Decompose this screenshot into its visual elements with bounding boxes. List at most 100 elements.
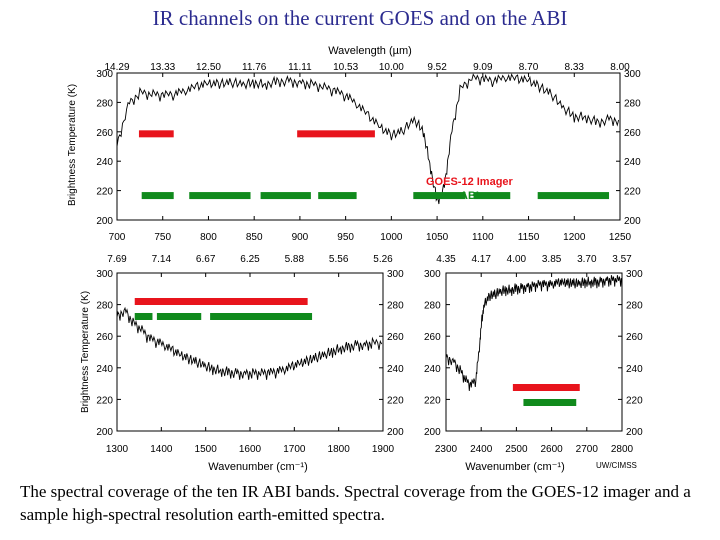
bottom-left-top-tick-label: 5.88 [285,254,305,265]
bottom-right-y-tick-label-right: 260 [626,332,643,343]
bottom-right-top-tick-label: 4.35 [436,254,456,265]
top-y-axis-label: Brightness Temperature (K) [67,84,78,206]
bottom-right-top-tick-label: 3.70 [577,254,597,265]
top-top-tick-label: 10.53 [333,62,358,73]
bottom-right-x-tick-label: 2500 [505,444,528,455]
bottom-right-top-tick-label: 3.57 [612,254,632,265]
top-abi-band-bar [473,192,511,200]
bottom-right-y-tick-label-right: 300 [626,269,643,280]
bottom-left-top-tick-label: 7.14 [152,254,172,265]
top-top-tick-label: 11.11 [288,62,312,73]
bottom-right-y-tick-label-right: 280 [626,301,643,312]
bottom-left-y-tick-label-right: 260 [387,332,404,343]
bottom-left-abi-band-bar [156,313,202,320]
top-spectrum-line [116,73,620,205]
figure-caption: The spectral coverage of the ten IR ABI … [20,482,691,524]
bottom-right-x-tick-label: 2700 [576,444,599,455]
bottom-left-y-tick-label-right: 200 [387,427,404,438]
top-top-tick-label: 9.09 [473,62,493,73]
top-goes12-band-bar [297,130,375,138]
bottom-right-x-tick-label: 2600 [540,444,563,455]
bottom-left-y-tick-label: 260 [96,332,113,343]
bottom-left-top-tick-label: 6.25 [240,254,260,265]
top-wavelength-axis-label: Wavelength (µm) [328,45,412,57]
bottom-left-plot-frame [116,272,384,432]
bottom-right-y-tick-label: 240 [424,364,441,375]
bottom-left-x-tick-label: 1700 [283,444,306,455]
bottom-right-goes12-band-bar [512,384,580,391]
bottom-left-y-axis-label: Brightness Temperature (K) [80,291,91,413]
bottom-right-panel: 2300 2400 2500 2600 2700 2800 4.35 4.17 4.00 3.85… [424,254,643,455]
bottom-left-x-tick-label: 1600 [239,444,262,455]
top-abi-band-bar [537,192,610,200]
bottom-left-x-tick-label: 1300 [106,444,129,455]
bottom-left-y-tick-label-right: 240 [387,364,404,375]
bottom-right-spectrum-line [445,275,622,391]
bottom-left-y-tick-label: 240 [96,364,113,375]
bottom-left-top-tick-label: 7.69 [107,254,127,265]
top-top-tick-label: 12.50 [196,62,221,73]
bottom-right-y-tick-label-right: 240 [626,364,643,375]
spectra-figure: 700 750 800 850 900 950 1000 1050 1100 1150 1200 12… [67,45,643,473]
bottom-right-top-tick-label: 4.00 [507,254,527,265]
bottom-right-top-tick-label: 4.17 [471,254,491,265]
legend-entry-goes12: GOES-12 Imager [426,176,514,188]
bottom-right-x-tick-label: 2300 [435,444,458,455]
top-x-tick-label: 900 [292,232,309,243]
bottom-right-top-tick-label: 3.85 [542,254,562,265]
bottom-left-y-tick-label-right: 300 [387,269,404,280]
top-top-tick-label: 13.33 [150,62,175,73]
top-x-tick-label: 1000 [380,232,403,243]
top-abi-band-bar [189,192,251,200]
top-top-tick-label: 8.70 [519,62,539,73]
top-y-tick-label-right: 300 [624,69,641,80]
top-x-tick-label: 1150 [518,232,540,243]
top-x-tick-label: 1050 [426,232,449,243]
top-top-tick-label: 9.52 [427,62,447,73]
top-goes12-band-bar [138,130,174,138]
top-y-tick-label: 260 [96,128,113,139]
bottom-right-y-tick-label: 300 [424,269,441,280]
bottom-right-x-tick-label: 2400 [470,444,493,455]
bottom-left-y-tick-label: 280 [96,301,113,312]
top-y-tick-label: 280 [96,98,113,109]
top-top-tick-label: 8.33 [565,62,585,73]
top-x-tick-label: 700 [109,232,126,243]
top-x-tick-label: 750 [154,232,171,243]
bottom-left-y-tick-label: 200 [96,427,113,438]
top-y-tick-label: 200 [96,216,113,227]
bottom-left-panel: 1300 1400 1500 1600 1700 1800 1900 7.69 7.14 6.67… [80,254,404,455]
bottom-left-top-tick-label: 5.56 [329,254,349,265]
top-y-tick-label-right: 220 [624,187,641,198]
bottom-left-y-tick-label-right: 280 [387,301,404,312]
top-y-tick-label: 240 [96,157,113,168]
legend-entry-abi: ABI [460,190,479,202]
bottom-left-x-tick-label: 1500 [195,444,218,455]
top-y-tick-label: 300 [96,69,113,80]
top-y-tick-label-right: 260 [624,128,641,139]
top-top-tick-label: 14.29 [104,62,129,73]
bottom-right-y-tick-label: 200 [424,427,441,438]
bottom-right-y-tick-label: 280 [424,301,441,312]
slide-title: IR channels on the current GOES and on t… [152,6,568,30]
top-top-tick-label: 8.00 [610,62,630,73]
top-x-tick-label: 800 [200,232,217,243]
bottom-right-xlabel: Wavenumber (cm⁻¹) [465,461,565,473]
bottom-right-y-tick-label: 220 [424,395,441,406]
bottom-right-x-tick-label: 2800 [611,444,634,455]
bottom-left-x-tick-label: 1400 [150,444,173,455]
top-y-tick-label: 220 [96,187,113,198]
watermark: UW/CIMSS [596,461,637,470]
bottom-left-x-tick-label: 1800 [328,444,351,455]
bottom-right-y-tick-label: 260 [424,332,441,343]
top-y-tick-label-right: 200 [624,216,641,227]
bottom-left-abi-band-bar [134,313,153,320]
top-x-tick-label: 1100 [472,232,494,243]
top-top-tick-label: 11.76 [242,62,267,73]
bottom-left-top-tick-label: 5.26 [373,254,393,265]
top-abi-band-bar [413,192,466,200]
top-panel: 700 750 800 850 900 950 1000 1050 1100 1150 1200 12… [67,62,641,243]
bottom-left-y-tick-label: 220 [96,395,113,406]
bottom-left-y-tick-label: 300 [96,269,113,280]
bottom-left-top-tick-label: 6.67 [196,254,216,265]
